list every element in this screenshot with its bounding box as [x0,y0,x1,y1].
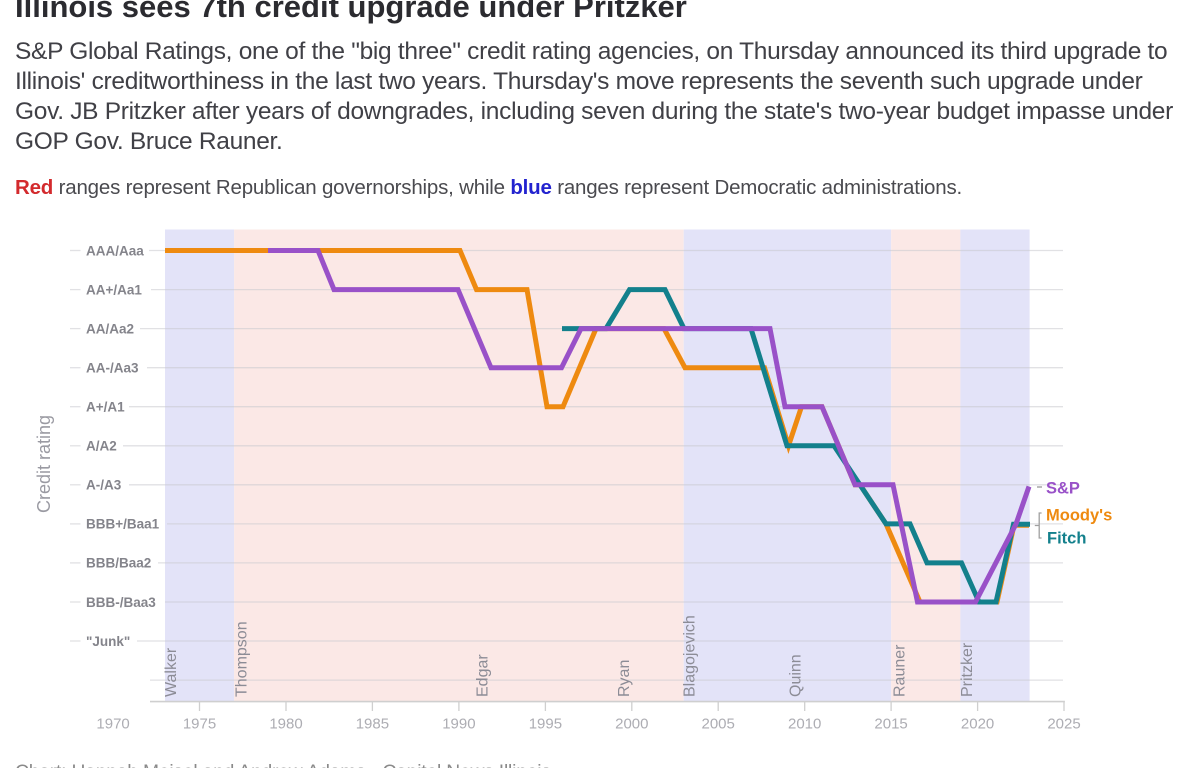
svg-text:2000: 2000 [615,716,648,733]
svg-text:Pritzker: Pritzker [959,642,976,697]
svg-text:BBB-/Baa3: BBB-/Baa3 [86,595,156,610]
svg-text:Rauner: Rauner [892,644,909,697]
svg-text:Ryan: Ryan [616,660,633,697]
svg-text:AA-/Aa3: AA-/Aa3 [86,361,139,376]
svg-text:Moody's: Moody's [1046,507,1112,525]
svg-text:2015: 2015 [874,716,907,733]
svg-text:AA+/Aa1: AA+/Aa1 [86,282,142,297]
svg-text:1995: 1995 [529,716,562,733]
svg-text:1975: 1975 [183,716,216,733]
svg-text:"Junk": "Junk" [86,634,130,649]
svg-text:BBB+/Baa1: BBB+/Baa1 [86,517,160,532]
svg-text:Walker: Walker [163,647,180,697]
svg-text:S&P: S&P [1046,480,1080,498]
svg-text:1980: 1980 [269,716,302,733]
svg-text:A+/A1: A+/A1 [86,400,125,415]
svg-text:AA/Aa2: AA/Aa2 [86,321,134,336]
svg-text:A-/A3: A-/A3 [86,478,122,493]
svg-text:2005: 2005 [702,716,735,733]
svg-text:Fitch: Fitch [1047,530,1086,548]
svg-text:2010: 2010 [788,716,821,733]
svg-text:Edgar: Edgar [475,654,492,697]
svg-text:AAA/Aaa: AAA/Aaa [86,243,144,258]
svg-text:Quinn: Quinn [788,654,805,697]
svg-text:1990: 1990 [442,716,475,733]
svg-text:2020: 2020 [961,716,994,733]
svg-text:Thompson: Thompson [234,621,251,697]
svg-text:Blagojevich: Blagojevich [682,615,699,697]
svg-text:Credit rating: Credit rating [34,415,54,513]
svg-text:A/A2: A/A2 [86,439,117,454]
svg-text:1985: 1985 [356,716,389,733]
svg-text:BBB/Baa2: BBB/Baa2 [86,556,151,571]
svg-text:1970: 1970 [96,716,129,733]
svg-text:2025: 2025 [1047,716,1080,733]
